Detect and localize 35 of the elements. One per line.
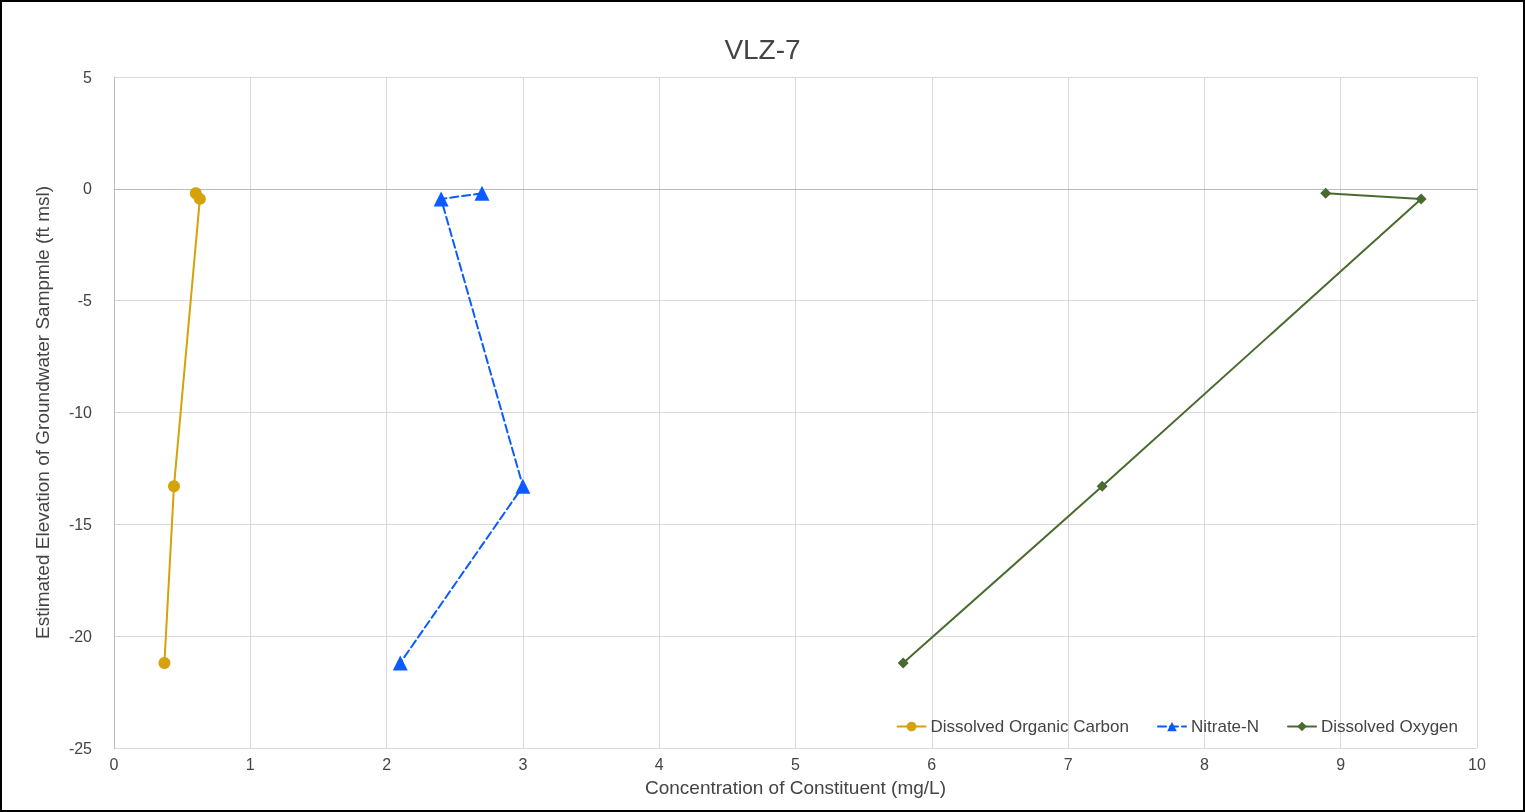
point (392, 655, 408, 671)
y-tick-label: -15 (68, 515, 93, 533)
point (1415, 193, 1427, 205)
x-tick-label: 8 (1199, 755, 1209, 773)
point (193, 192, 206, 205)
chart-title: VLZ-7 (724, 33, 801, 65)
x-tick-label: 6 (927, 755, 937, 773)
point (1096, 480, 1108, 492)
point (474, 185, 490, 201)
y-tick-label: -25 (68, 739, 93, 757)
legend-label: Dissolved Oxygen (1321, 717, 1459, 736)
x-tick-label: 2 (382, 755, 392, 773)
y-tick-label: 5 (83, 68, 93, 86)
x-axis-title: Concentration of Constituent (mg/L) (645, 777, 946, 798)
legend-label: Dissolved Organic Carbon (930, 717, 1129, 736)
x-tick-label: 4 (654, 755, 664, 773)
x-tick-label: 0 (109, 755, 119, 773)
x-tick-label: 10 (1468, 755, 1486, 773)
point (158, 657, 171, 669)
legend-label: Nitrate-N (1190, 717, 1259, 736)
y-tick-label: -10 (68, 404, 93, 421)
x-tick-label: 9 (1336, 755, 1346, 773)
y-tick-label: -20 (68, 627, 93, 645)
point (167, 480, 180, 493)
x-tick-label: 5 (791, 755, 801, 773)
point (433, 191, 449, 207)
y-axis-title: Estimated Elevation of Groundwater Sampmle (ft msl) (32, 185, 53, 640)
point (1320, 187, 1332, 199)
point (515, 478, 531, 494)
point (897, 657, 909, 669)
x-tick-label: 7 (1063, 755, 1073, 773)
y-tick-label: -5 (77, 292, 93, 310)
x-tick-label: 3 (518, 755, 528, 773)
x-tick-label: 1 (245, 755, 255, 773)
y-tick-label: 0 (83, 180, 93, 198)
